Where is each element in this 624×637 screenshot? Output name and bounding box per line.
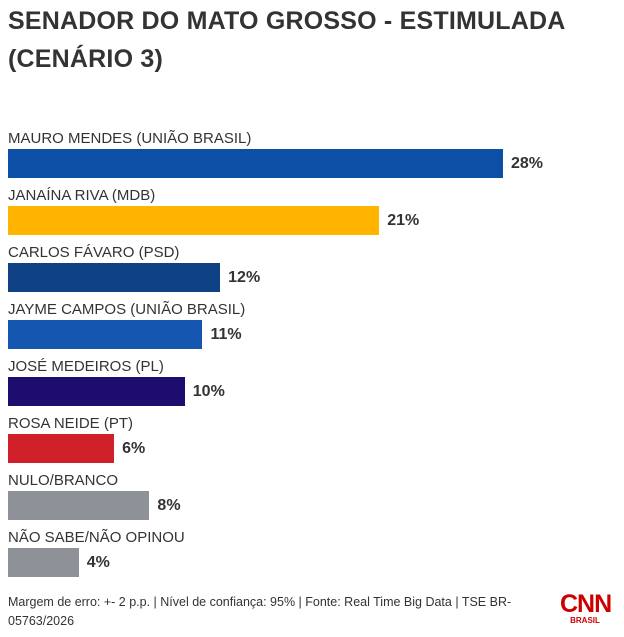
bar-label: ROSA NEIDE (PT)	[8, 415, 134, 432]
bar	[8, 320, 203, 349]
chart-title: SENADOR DO MATO GROSSO - ESTIMULADA (CEN…	[8, 7, 565, 73]
bar-value-label: 8%	[157, 497, 181, 514]
bar-row: CARLOS FÁVARO (PSD) 12%	[8, 244, 618, 301]
bar-row: ROSA NEIDE (PT) 6%	[8, 415, 618, 472]
bar	[8, 434, 115, 463]
bar-label: MAURO MENDES (UNIÃO BRASIL)	[8, 130, 252, 147]
bar-value-label: 11%	[210, 326, 242, 343]
bar	[8, 263, 221, 292]
bar-label: JAYME CAMPOS (UNIÃO BRASIL)	[8, 301, 246, 318]
bar-row: JOSÉ MEDEIROS (PL) 10%	[8, 358, 618, 415]
bar-value-label: 4%	[86, 554, 110, 571]
bar-value-label: 10%	[192, 383, 225, 400]
bar-value-label: 6%	[122, 440, 146, 457]
bar	[8, 149, 503, 178]
bar-row: JANAÍNA RIVA (MDB) 21%	[8, 187, 618, 244]
bar-label: NÃO SABE/NÃO OPINOU	[8, 529, 185, 546]
bar-label: JOSÉ MEDEIROS (PL)	[8, 358, 164, 375]
bar-row: NÃO SABE/NÃO OPINOU 4%	[8, 529, 618, 586]
bar-row: NULO/BRANCO 8%	[8, 472, 618, 529]
footer-note: Margem de erro: +- 2 p.p. | Nível de con…	[8, 595, 512, 628]
bar-label: NULO/BRANCO	[8, 472, 119, 489]
bar	[8, 491, 150, 520]
bar-value-label: 12%	[228, 269, 261, 286]
logo-subtext: BRASIL	[570, 616, 600, 625]
bar-row: MAURO MENDES (UNIÃO BRASIL) 28%	[8, 130, 618, 187]
cnn-brasil-logo: CNN BRASIL	[560, 590, 612, 626]
bar-label: JANAÍNA RIVA (MDB)	[8, 187, 156, 204]
logo-text: CNN	[560, 590, 612, 618]
bar	[8, 548, 79, 577]
bar-label: CARLOS FÁVARO (PSD)	[8, 244, 180, 261]
bar	[8, 206, 380, 235]
bar-row: JAYME CAMPOS (UNIÃO BRASIL) 11%	[8, 301, 618, 358]
bar	[8, 377, 185, 406]
bar-value-label: 28%	[511, 155, 544, 172]
bar-value-label: 21%	[387, 212, 420, 229]
